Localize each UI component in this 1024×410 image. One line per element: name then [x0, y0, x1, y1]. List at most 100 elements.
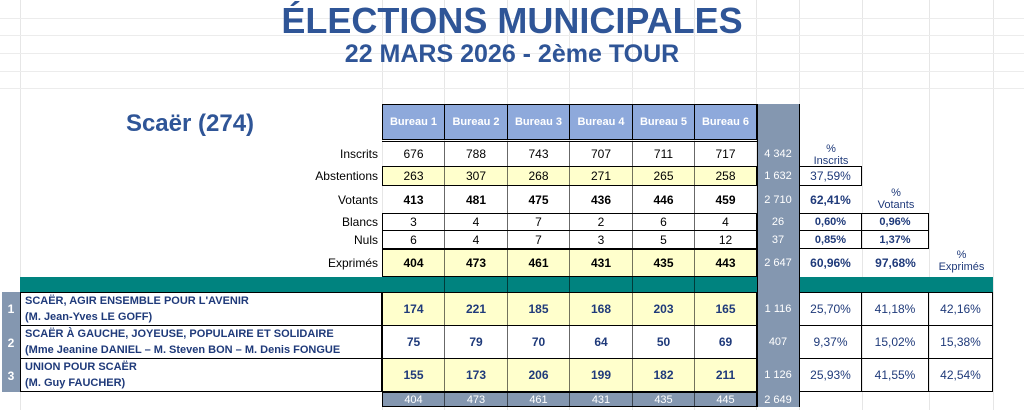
inscrits-b1: 676 — [382, 141, 445, 166]
votants-b5: 446 — [653, 192, 674, 207]
abstentions-b4: 271 — [590, 169, 612, 183]
abstentions-total: 1 632 — [764, 170, 792, 182]
votants-b6: 459 — [715, 192, 736, 207]
nuls-b2: 4 — [472, 233, 480, 247]
nuls-pct-votants: 1,37% — [861, 230, 929, 249]
totals-b4: 431 — [591, 393, 611, 406]
votants-pct-inscrits: 62,41% — [810, 192, 851, 207]
votants-total: 2 710 — [764, 193, 792, 206]
list-1-b1: 174 — [403, 302, 424, 316]
commune-title: Scaër (274) — [125, 110, 255, 137]
separator-band — [20, 277, 757, 292]
list-2-b4: 64 — [594, 335, 608, 349]
page-subtitle: 22 MARS 2026 - 2ème TOUR — [344, 40, 680, 68]
exprimes-pct-votants: 97,68% — [875, 256, 916, 270]
list-2-pct-votants: 15,02% — [861, 325, 929, 359]
bureau-header-4: Bureau 4 — [569, 104, 633, 140]
pct-exprimes-header: % Exprimés — [938, 249, 985, 273]
label-exprimes: Exprimés — [327, 256, 378, 270]
inscrits-total: 4 342 — [764, 147, 792, 160]
pct-votants-header: % Votants — [877, 187, 915, 211]
abstentions-b2: 307 — [465, 169, 487, 183]
nuls-b6: 12 — [718, 233, 733, 247]
totals-total: 2 649 — [764, 393, 792, 406]
exprimes-b6: 443 — [715, 256, 736, 270]
blancs-b4: 2 — [597, 215, 605, 229]
nuls-b4: 3 — [597, 233, 605, 247]
nuls-b5: 5 — [660, 233, 667, 247]
inscrits-b6: 717 — [694, 141, 757, 166]
totals-b3: 461 — [529, 393, 548, 406]
list-3-b5: 182 — [653, 368, 674, 382]
blancs-b3: 7 — [535, 215, 542, 229]
abstentions-b1: 263 — [403, 169, 424, 183]
exprimes-pct-inscrits: 60,96% — [810, 256, 851, 270]
blancs-total: 26 — [771, 216, 785, 228]
votants-b4: 436 — [590, 192, 612, 207]
bureau-header-1: Bureau 1 — [382, 104, 445, 140]
totals-b6: 445 — [716, 393, 735, 406]
list-1-b3: 185 — [528, 302, 549, 316]
list-1-b5: 203 — [653, 302, 674, 316]
nuls-total: 37 — [771, 234, 785, 246]
nuls-pct-inscrits: 0,85% — [799, 230, 862, 249]
inscrits-b5: 711 — [632, 141, 695, 166]
blancs-b2: 4 — [472, 215, 480, 229]
list-name-1: SCAËR, AGIR ENSEMBLE POUR L'AVENIR (M. J… — [20, 292, 382, 326]
blancs-b1: 3 — [410, 215, 417, 229]
totals-b2: 473 — [466, 393, 486, 406]
list-2-b6: 69 — [718, 335, 733, 349]
label-inscrits: Inscrits — [339, 146, 378, 161]
inscrits-b3: 743 — [507, 141, 570, 166]
label-blancs: Blancs — [341, 215, 378, 229]
list-3-b2: 173 — [465, 368, 487, 382]
list-name-2: SCAËR À GAUCHE, JOYEUSE, POPULAIRE ET SO… — [20, 325, 382, 359]
exprimes-total: 2 647 — [764, 257, 792, 269]
list-2-b1: 75 — [406, 335, 421, 349]
exprimes-b1: 404 — [403, 256, 424, 270]
list-3-b6: 211 — [715, 368, 736, 382]
label-abstentions: Abstentions — [315, 169, 378, 183]
list-number-3: 3 — [2, 359, 20, 392]
votants-b1: 413 — [403, 192, 424, 207]
exprimes-b3: 461 — [528, 256, 549, 270]
blancs-pct-inscrits: 0,60% — [799, 213, 862, 231]
list-3-b3: 206 — [528, 368, 549, 382]
total-column — [757, 104, 799, 407]
inscrits-b4: 707 — [569, 141, 633, 166]
page-title: ÉLECTIONS MUNICIPALES — [281, 0, 743, 41]
list-2-b3: 70 — [531, 335, 546, 349]
list-name-3: UNION POUR SCAËR (M. Guy FAUCHER) — [20, 358, 382, 392]
list-3-b1: 155 — [403, 368, 424, 382]
exprimes-b5: 435 — [653, 256, 674, 270]
bureau-header-3: Bureau 3 — [507, 104, 570, 140]
list-1-pct-votants: 41,18% — [861, 292, 929, 326]
votants-b2: 481 — [465, 192, 487, 207]
list-1-pct-inscrits: 25,70% — [799, 292, 862, 326]
blancs-b6: 4 — [722, 215, 729, 229]
list-2-pct-exprimes: 15,38% — [928, 325, 993, 359]
list-2-b2: 79 — [469, 335, 483, 349]
list-2-pct-inscrits: 9,37% — [799, 325, 862, 359]
label-votants: Votants — [337, 192, 378, 207]
nuls-b1: 6 — [410, 233, 417, 247]
list-1-pct-exprimes: 42,16% — [928, 292, 993, 326]
abstentions-b3: 268 — [528, 169, 549, 183]
exprimes-b2: 473 — [465, 256, 487, 270]
blancs-b5: 6 — [660, 215, 667, 229]
list-2-total: 407 — [768, 336, 788, 348]
list-number-2: 2 — [2, 326, 20, 359]
list-3-pct-votants: 41,55% — [861, 358, 929, 392]
list-3-pct-exprimes: 42,54% — [928, 358, 993, 392]
totals-b1: 404 — [404, 393, 423, 406]
bureau-header-5: Bureau 5 — [632, 104, 695, 140]
abstentions-b5: 265 — [653, 169, 674, 183]
list-1-b4: 168 — [590, 302, 612, 316]
exprimes-b4: 431 — [590, 256, 612, 270]
bureau-header-2: Bureau 2 — [444, 104, 508, 140]
list-2-b5: 50 — [656, 335, 671, 349]
list-3-b4: 199 — [590, 368, 612, 382]
list-number-1: 1 — [2, 292, 20, 326]
separator-band-right — [799, 277, 993, 292]
list-1-total: 1 116 — [764, 303, 792, 315]
